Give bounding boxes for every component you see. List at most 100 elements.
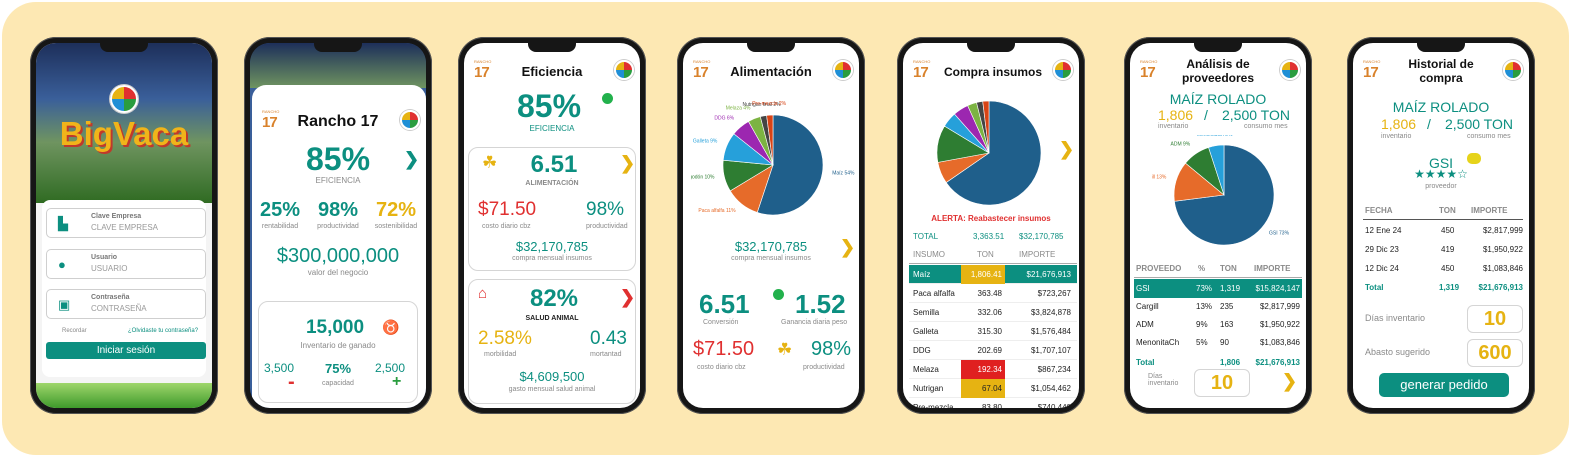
table-row[interactable]: Maíz 1,806.41 $21,676,913 (909, 265, 1077, 284)
globe-icon[interactable] (1053, 60, 1073, 80)
row-amount: $21,676,913 (1026, 270, 1072, 279)
product-name: MAÍZ ROLADO (1392, 99, 1490, 115)
health-spend-label: gasto mensual salud animal (508, 386, 596, 393)
purchase-chevron-icon[interactable]: ❯ (1059, 139, 1075, 159)
health-chevron-icon[interactable]: ❯ (620, 287, 636, 307)
feeding-screen: RANCHO 17 Alimentación Maíz 54% Paca alfal… (683, 43, 859, 408)
mortality-value: 0.43 (590, 328, 627, 349)
row-amount: $723,267 (1037, 289, 1071, 298)
user-field[interactable]: ● Usuario USUARIO (46, 249, 206, 279)
login-screen: BigVaca ▙ Clave Empresa CLAVE EMPRESA ● … (36, 43, 212, 408)
header-importe: IMPORTE (1254, 264, 1291, 273)
supplier-name: GSI (1428, 155, 1454, 171)
month-chevron-icon[interactable]: ❯ (840, 237, 856, 257)
remember-checkbox[interactable]: Recordar (62, 328, 87, 334)
login-button[interactable]: Iniciar sesión (46, 342, 206, 359)
health-card[interactable] (468, 279, 636, 404)
pie-slice-pre-mezcla (766, 114, 774, 166)
user-icon: ● (58, 257, 66, 272)
table-row[interactable]: Pre-mezcla 83.80 $740,440 (909, 398, 1077, 408)
consumption-value: 2,500 TON (1222, 107, 1290, 123)
supplier-logo-icon (1467, 153, 1481, 164)
brand-logo: BigVaca (59, 115, 189, 152)
days-chevron-icon[interactable]: ❯ (1282, 371, 1298, 391)
increase-button[interactable]: + (392, 373, 402, 390)
alert-text: ALERTA: Reabastecer insumos (931, 214, 1051, 223)
table-row[interactable]: DDG 202.69 $1,707,107 (909, 341, 1077, 360)
purchase-pie-chart (936, 100, 1042, 206)
row-name: Pre-mezcla (913, 403, 954, 408)
password-input[interactable]: CONTRASEÑA (91, 304, 147, 313)
feed-prod-value: 98% (586, 199, 625, 220)
table-row[interactable]: GSI 73% 1,319 $15,824,147 (1134, 279, 1302, 298)
table-row[interactable]: Paca alfalfa 363.48 $723,267 (909, 284, 1077, 303)
max-value: 2,500 (375, 361, 406, 375)
company-field[interactable]: ▙ Clave Empresa CLAVE EMPRESA (46, 208, 206, 238)
feed-card[interactable] (468, 147, 636, 271)
business-value: $300,000,000 (276, 245, 400, 267)
table-header: FECHA TON IMPORTE (1363, 201, 1523, 220)
table-row[interactable]: 29 Dic 23 419 $1,950,922 (1363, 240, 1523, 259)
barn-icon: ⌂ (478, 285, 488, 302)
row-amount: $1,576,484 (1030, 327, 1071, 336)
company-input[interactable]: CLAVE EMPRESA (91, 223, 158, 232)
table-row[interactable]: Cargill 13% 235 $2,817,999 (1134, 297, 1302, 316)
row-amount: $1,950,922 (1259, 320, 1300, 329)
daily-cost-value: $71.50 (693, 338, 755, 360)
feed-month-label: compra mensual insumos (512, 255, 592, 262)
notch (1417, 43, 1465, 52)
password-field[interactable]: ▣ Contraseña CONTRASEÑA (46, 289, 206, 319)
decrease-button[interactable]: - (288, 371, 295, 393)
inventory-value: 1,806 (1381, 116, 1417, 132)
table-row[interactable]: ADM 9% 163 $1,950,922 (1134, 315, 1302, 334)
forgot-password-link[interactable]: ¿Olvidaste tu contraseña? (128, 328, 199, 334)
row-ton: 332.06 (977, 308, 1002, 317)
feed-pie-chart: Maíz 54% Paca alfalfa 11% Semilla algodón … (691, 101, 855, 216)
table-row[interactable]: Nutrigan 67.04 $1,054,462 (909, 379, 1077, 398)
table-header: PROVEEDO % TON IMPORTE (1134, 259, 1302, 278)
row-name: Galleta (913, 327, 939, 336)
globe-icon[interactable] (614, 60, 634, 80)
days-label: Días inventario (1365, 313, 1426, 323)
table-row[interactable]: Semilla 332.06 $3,824,878 (909, 303, 1077, 322)
feed-cost-label: costo diario cbz (482, 223, 531, 230)
phone-ranch: RANCHO 17 Rancho 17 85% ❯ EFICIENCIA 25% … (244, 37, 432, 414)
row-amount: $867,234 (1037, 365, 1071, 374)
total-amount: $32,170,785 (1019, 232, 1064, 241)
morbidity-value: 2.58% (478, 328, 532, 349)
page-title: Eficiencia (521, 64, 583, 79)
table-row[interactable]: 12 Dic 24 450 $1,083,846 (1363, 259, 1523, 278)
supplier-rating: ★★★★☆ (1414, 167, 1468, 181)
efficiency-value: 85% (516, 88, 582, 124)
user-input[interactable]: USUARIO (91, 264, 128, 273)
globe-icon[interactable] (1503, 60, 1523, 80)
globe-icon[interactable] (1280, 60, 1300, 80)
ranch-logo: RANCHO 17 (1140, 59, 1157, 81)
table-row[interactable]: Melaza 192.34 $867,234 (909, 360, 1077, 379)
feed-chevron-icon[interactable]: ❯ (620, 153, 636, 173)
header-ton: TON (1220, 264, 1237, 273)
row-name: Maíz (913, 270, 931, 279)
globe-icon[interactable] (400, 110, 420, 130)
table-row[interactable]: MenonitaCh 5% 90 $1,083,846 (1134, 333, 1302, 352)
ranch-logo: RANCHO 17 (913, 59, 930, 81)
globe-icon[interactable] (833, 60, 853, 80)
row-ton: 202.69 (977, 346, 1002, 355)
productivity-label: productividad (803, 364, 845, 371)
inventory-card[interactable] (258, 301, 418, 403)
logo-number: 17 (262, 114, 278, 131)
efficiency-label: EFICIENCIA (529, 124, 575, 133)
pie-label: Maíz 54% (832, 171, 855, 177)
generate-order-button[interactable]: generar pedido (1379, 373, 1509, 397)
total-row: Total 1,806 $21,676,913 (1134, 353, 1302, 372)
phone-suppliers: RANCHO 17 Análisis de proveedores MAÍZ RO… (1124, 37, 1312, 414)
table-row[interactable]: Galleta 315.30 $1,576,484 (909, 322, 1077, 341)
mortality-label: mortantad (590, 351, 622, 358)
table-row[interactable]: 12 Ene 24 450 $2,817,999 (1363, 221, 1523, 240)
logo-sub: RANCHO (693, 59, 711, 64)
pie-label: MenonitaCh 5% (1197, 135, 1233, 138)
row-name: Cargill (1136, 302, 1159, 311)
efficiency-chevron-icon[interactable]: ❯ (404, 149, 420, 169)
user-label: Usuario (91, 254, 118, 261)
purchase-screen: RANCHO 17 Compra insumos ❯ ALERTA: Reabas… (903, 43, 1079, 408)
